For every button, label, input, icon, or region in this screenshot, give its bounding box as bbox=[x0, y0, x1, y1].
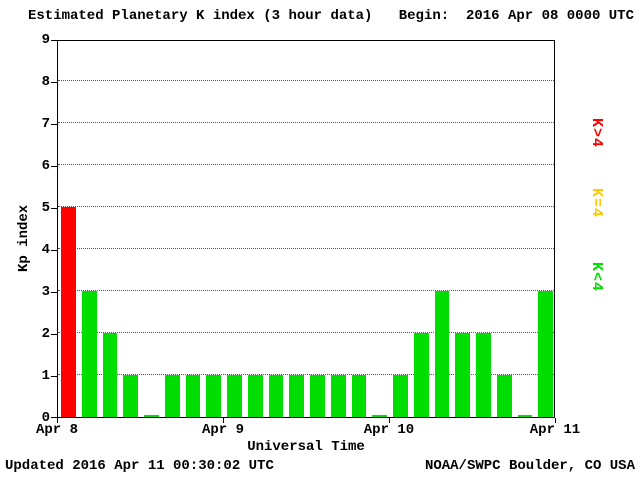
y-tick-label: 9 bbox=[41, 32, 50, 48]
kp-bar bbox=[123, 375, 138, 417]
kp-bar bbox=[81, 291, 97, 417]
kp-bar bbox=[289, 375, 304, 417]
gridline bbox=[58, 206, 554, 207]
y-tick-mark bbox=[51, 292, 57, 293]
y-tick-mark bbox=[51, 40, 57, 41]
kp-bar bbox=[517, 415, 533, 417]
gridline bbox=[58, 332, 554, 333]
kp-bar bbox=[206, 375, 221, 417]
legend-item: K>4 bbox=[588, 118, 605, 149]
y-tick-label: 0 bbox=[41, 410, 50, 426]
x-tick-mark bbox=[555, 418, 556, 423]
y-tick-mark bbox=[51, 166, 57, 167]
chart-title: Estimated Planetary K index (3 hour data… bbox=[28, 8, 373, 24]
kp-bar bbox=[102, 333, 118, 417]
y-tick-mark bbox=[51, 334, 57, 335]
x-tick-label: Apr 9 bbox=[201, 422, 244, 438]
kp-bar bbox=[310, 375, 325, 417]
x-tick-mark bbox=[57, 418, 58, 423]
y-tick-mark bbox=[51, 208, 57, 209]
y-tick-label: 4 bbox=[41, 242, 50, 258]
y-tick-mark bbox=[51, 250, 57, 251]
kp-bar bbox=[61, 207, 76, 417]
kp-bar bbox=[164, 375, 180, 417]
y-tick-label: 6 bbox=[41, 158, 50, 174]
source-attribution: NOAA/SWPC Boulder, CO USA bbox=[424, 458, 635, 474]
legend-item: K<4 bbox=[588, 262, 605, 293]
kp-bar bbox=[144, 415, 159, 417]
gridline bbox=[58, 248, 554, 249]
plot-area bbox=[57, 40, 555, 418]
y-tick-mark bbox=[51, 417, 57, 418]
y-tick-label: 8 bbox=[41, 74, 50, 90]
kp-bar bbox=[372, 415, 387, 417]
y-tick-mark bbox=[51, 376, 57, 377]
y-tick-label: 1 bbox=[41, 368, 50, 384]
gridline bbox=[58, 122, 554, 123]
x-tick-mark bbox=[223, 418, 224, 423]
x-tick-mark bbox=[389, 418, 390, 423]
y-tick-label: 5 bbox=[41, 200, 50, 216]
kp-bar bbox=[351, 375, 367, 417]
x-axis-label: Universal Time bbox=[247, 439, 365, 455]
kp-bar bbox=[227, 375, 242, 417]
y-tick-mark bbox=[51, 124, 57, 125]
kp-bar bbox=[455, 333, 470, 417]
y-tick-label: 2 bbox=[41, 326, 50, 342]
gridline bbox=[58, 290, 554, 291]
gridline bbox=[58, 164, 554, 165]
kp-bar bbox=[268, 375, 284, 417]
legend-item: K=4 bbox=[588, 188, 605, 219]
gridline bbox=[58, 374, 554, 375]
y-tick-mark bbox=[51, 82, 57, 83]
y-tick-label: 7 bbox=[41, 116, 50, 132]
x-tick-label: Apr 8 bbox=[35, 422, 78, 438]
kp-bar bbox=[330, 375, 346, 417]
y-tick-label: 3 bbox=[41, 284, 50, 300]
kp-bar bbox=[434, 291, 450, 417]
updated-timestamp: Updated 2016 Apr 11 00:30:02 UTC bbox=[5, 458, 274, 474]
kp-bar bbox=[185, 375, 201, 417]
x-tick-label: Apr 10 bbox=[363, 422, 415, 438]
begin-time-label: Begin: 2016 Apr 08 0000 UTC bbox=[398, 8, 634, 24]
kp-bar bbox=[393, 375, 408, 417]
kp-bar bbox=[247, 375, 263, 417]
gridline bbox=[58, 80, 554, 81]
kp-bar bbox=[413, 333, 429, 417]
kp-bar bbox=[496, 375, 512, 417]
kp-bar bbox=[538, 291, 553, 417]
kp-bar bbox=[476, 333, 491, 417]
x-tick-label: Apr 11 bbox=[529, 422, 581, 438]
